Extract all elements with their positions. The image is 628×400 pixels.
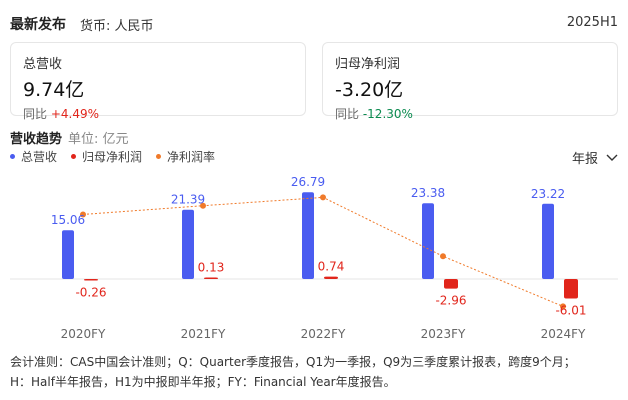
- x-tick-label: 2020FY: [61, 327, 106, 341]
- net-margin-line: [82, 196, 564, 307]
- x-tick-label: 2022FY: [301, 327, 346, 341]
- revenue-data-label: 26.79: [291, 175, 325, 189]
- net-margin-point[interactable]: [560, 303, 566, 310]
- revenue-bar[interactable]: [422, 203, 434, 279]
- net-profit-data-label: -6.01: [555, 303, 586, 317]
- revenue-yoy-value: +4.49%: [50, 107, 100, 121]
- net-profit-data-label: 0.13: [198, 261, 225, 275]
- revenue-data-label: 23.22: [531, 187, 565, 201]
- legend-dot: [71, 154, 77, 159]
- net-margin-point[interactable]: [80, 211, 86, 218]
- period-select-label: 年报: [571, 152, 598, 167]
- revenue-trend-chart: 15.06 -0.26 21.39 0.13 26.79 0.74 23.38 -2.96 23…: [10, 175, 618, 341]
- yoy-prefix: 同比: [23, 107, 48, 121]
- legend-dot: [10, 154, 15, 159]
- x-tick-label: 2023FY: [421, 327, 466, 341]
- revenue-value: 9.74亿: [23, 79, 85, 101]
- net-profit-data-label: 0.74: [318, 260, 345, 274]
- yoy-prefix: 同比: [335, 107, 360, 121]
- footnote-line-2: H：Half半年报告，H1为中报即半年报；FY：Financial Year年度…: [10, 375, 396, 389]
- net-margin-point[interactable]: [200, 202, 206, 209]
- report-period: 2025H1: [566, 15, 618, 30]
- footnote-line-1: 会计准则：CAS中国会计准则；Q：Quarter季度报告，Q1为一季报，Q9为三…: [10, 355, 576, 369]
- legend-item-net-profit[interactable]: 归母净利润: [71, 148, 142, 165]
- chart-legend: 总营收 归母净利润 净利润率: [10, 148, 215, 165]
- net-profit-label: 归母净利润: [335, 57, 401, 72]
- legend-label: 总营收: [21, 150, 58, 164]
- net-profit-bar[interactable]: [324, 276, 338, 279]
- section-title-text: 营收趋势: [10, 132, 63, 147]
- net-profit-yoy-value: -12.30%: [362, 107, 413, 121]
- section-title: 营收趋势 单位: 亿元: [10, 128, 129, 147]
- revenue-data-label: 21.39: [171, 193, 205, 207]
- net-profit-value: -3.20亿: [335, 79, 404, 101]
- revenue-bar[interactable]: [542, 203, 554, 279]
- legend-item-margin[interactable]: 净利润率: [156, 148, 215, 165]
- legend-label: 净利润率: [167, 150, 216, 164]
- revenue-data-label: 23.38: [411, 186, 445, 200]
- net-profit-bar[interactable]: [204, 277, 218, 280]
- net-profit-data-label: -0.26: [75, 286, 106, 300]
- footnote: 会计准则：CAS中国会计准则；Q：Quarter季度报告，Q1为一季报，Q9为三…: [10, 352, 618, 392]
- currency-label: 货币: 人民币: [80, 19, 154, 34]
- x-tick-label: 2021FY: [181, 327, 226, 341]
- x-tick-label: 2024FY: [541, 327, 586, 341]
- net-profit-bar[interactable]: [84, 279, 98, 281]
- revenue-label: 总营收: [23, 57, 63, 72]
- revenue-card: 总营收 9.74亿 同比 +4.49%: [10, 42, 306, 121]
- net-profit-bar[interactable]: [564, 279, 578, 299]
- revenue-data-label: 15.06: [51, 213, 85, 227]
- legend-label: 归母净利润: [82, 150, 143, 164]
- latest-release-title: 最新发布: [10, 17, 66, 33]
- unit-label: 单位: 亿元: [68, 132, 129, 147]
- net-profit-card: 归母净利润 -3.20亿 同比 -12.30%: [322, 42, 618, 121]
- net-profit-yoy: 同比 -12.30%: [335, 105, 605, 122]
- revenue-yoy: 同比 +4.49%: [23, 105, 293, 122]
- legend-dot: [156, 154, 162, 159]
- period-select[interactable]: 年报: [572, 148, 618, 167]
- revenue-bar[interactable]: [302, 192, 314, 279]
- legend-item-revenue[interactable]: 总营收: [10, 148, 57, 165]
- header: 最新发布 货币: 人民币 2025H1: [10, 14, 618, 34]
- net-margin-point[interactable]: [440, 253, 446, 260]
- net-profit-data-label: -2.96: [435, 294, 466, 308]
- revenue-bar[interactable]: [182, 209, 194, 279]
- net-margin-point[interactable]: [320, 194, 326, 201]
- revenue-bar[interactable]: [62, 230, 74, 279]
- chevron-down-icon: [606, 154, 618, 161]
- net-profit-bar[interactable]: [444, 279, 458, 289]
